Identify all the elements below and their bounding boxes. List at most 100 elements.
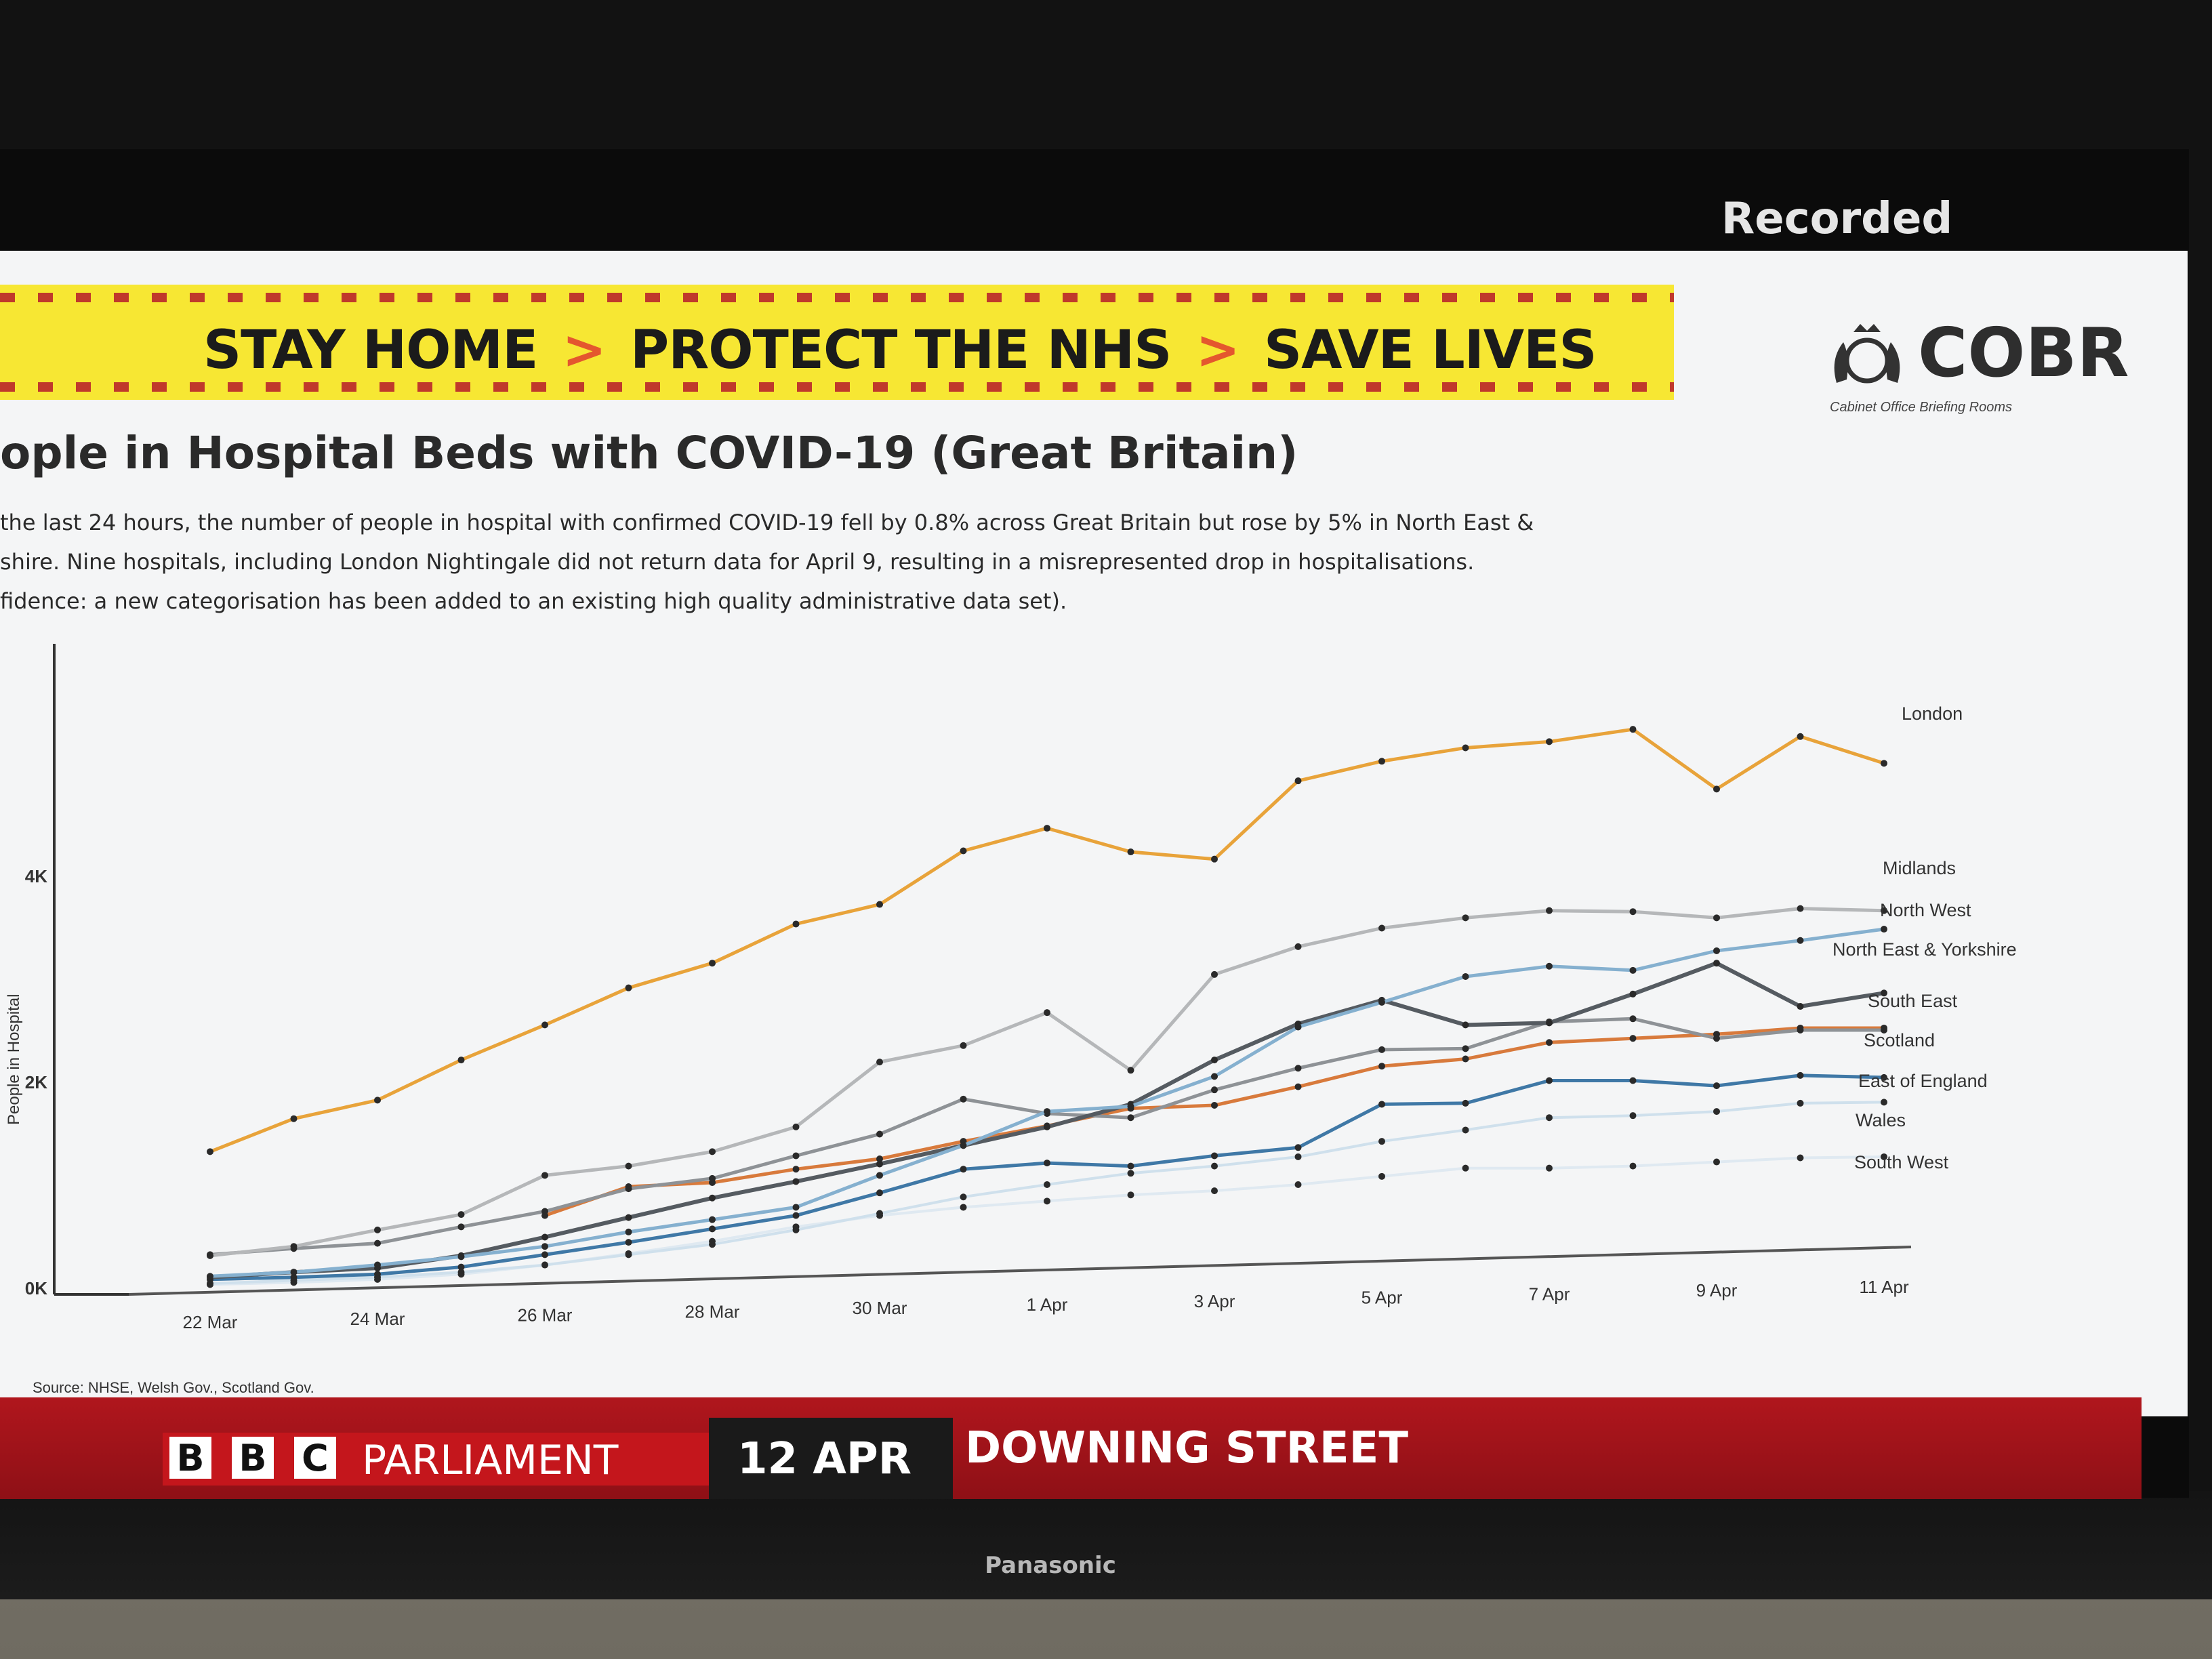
data-point: [1629, 1162, 1637, 1170]
channel-name: PARLIAMENT: [362, 1437, 619, 1484]
data-point: [1546, 1164, 1553, 1172]
data-point: [876, 1130, 883, 1138]
data-point: [1713, 785, 1720, 793]
data-point: [1294, 1065, 1302, 1072]
cobr-subtitle: Cabinet Office Briefing Rooms: [1830, 400, 2013, 415]
data-point: [1546, 1077, 1553, 1084]
data-point: [541, 1243, 548, 1250]
data-point: [1462, 1099, 1469, 1107]
data-point: [792, 1166, 800, 1173]
banner-stripe-bottom: [0, 382, 1674, 392]
data-point: [1629, 1112, 1637, 1120]
data-point: [1378, 1046, 1385, 1053]
series-label: London: [1902, 703, 1963, 724]
data-point: [1629, 1077, 1637, 1084]
data-point: [1127, 1103, 1134, 1110]
data-point: [457, 1263, 465, 1271]
data-point: [1044, 1108, 1050, 1115]
data-point: [1462, 1021, 1469, 1029]
description-line-2: shire. Nine hospitals, including London …: [0, 549, 1475, 575]
data-point: [1211, 1073, 1218, 1080]
cobr-logo-text: COBR: [1918, 313, 2129, 392]
data-point: [1546, 1039, 1553, 1046]
data-point: [1044, 1009, 1050, 1017]
data-point: [1881, 1027, 1887, 1033]
banner-part-stay-home: STAY HOME: [203, 320, 538, 381]
data-point: [1294, 1083, 1302, 1090]
data-point: [207, 1273, 213, 1280]
data-point: [960, 847, 967, 855]
data-point: [1462, 1164, 1469, 1172]
data-point: [1127, 1067, 1134, 1074]
data-point: [1797, 937, 1804, 944]
series-line-london: [209, 727, 1885, 1153]
tv-chin: [0, 1491, 2212, 1599]
data-point: [1546, 738, 1553, 745]
data-point: [792, 920, 800, 928]
data-point: [876, 1210, 883, 1217]
data-point: [876, 901, 883, 908]
data-point: [1211, 970, 1218, 978]
description-line-1: the last 24 hours, the number of people …: [0, 510, 1534, 535]
banner-stripe-top: [0, 293, 1674, 302]
data-point: [290, 1269, 298, 1276]
data-point: [1462, 1055, 1469, 1063]
data-point: [1713, 1158, 1720, 1166]
data-point: [1797, 1027, 1804, 1033]
data-point: [1127, 1162, 1134, 1170]
data-point: [1294, 1181, 1302, 1188]
data-point: [1546, 907, 1553, 914]
data-point: [374, 1261, 381, 1269]
x-tick-label: 28 Mar: [685, 1301, 740, 1322]
y-axis-label: People in Hospital: [5, 994, 23, 1125]
data-point: [1127, 848, 1134, 856]
y-tick-label: 4K: [25, 866, 47, 886]
x-tick-label: 24 Mar: [350, 1309, 405, 1329]
series-label: North East & Yorkshire: [1832, 939, 2017, 960]
data-point: [1044, 1197, 1050, 1205]
data-point: [1546, 1114, 1553, 1122]
banner-part-protect-nhs: PROTECT THE NHS: [630, 320, 1172, 381]
bbc-parliament-ticker: B B C PARLIAMENT 12 APR DOWNING STREET: [0, 1397, 2142, 1499]
x-tick-label: 5 Apr: [1361, 1288, 1403, 1308]
chart-title: ople in Hospital Beds with COVID-19 (Gre…: [0, 427, 1298, 479]
data-point: [1881, 1099, 1887, 1106]
data-point: [1378, 1138, 1385, 1145]
data-point: [792, 1152, 800, 1160]
data-point: [457, 1211, 465, 1218]
data-point: [1629, 990, 1637, 998]
y-tick-label: 2K: [25, 1072, 47, 1092]
data-point: [1127, 1114, 1134, 1122]
source-note: Source: NHSE, Welsh Gov., Scotland Gov.: [33, 1379, 314, 1396]
data-point: [960, 1193, 967, 1201]
data-point: [625, 1239, 632, 1246]
description-line-3: fidence: a new categorisation has been a…: [0, 588, 1067, 614]
data-point: [625, 1185, 632, 1193]
data-point: [1546, 1019, 1553, 1027]
data-point: [1881, 989, 1887, 997]
data-point: [709, 960, 716, 967]
data-point: [709, 1225, 716, 1233]
data-point: [1629, 908, 1637, 916]
data-point: [1294, 777, 1302, 785]
x-tick-label: 3 Apr: [1194, 1291, 1235, 1311]
x-tick-label: 30 Mar: [853, 1298, 907, 1318]
series-line-scotland: [544, 1026, 1884, 1217]
data-point: [1629, 726, 1637, 733]
data-point: [1294, 943, 1302, 950]
x-axis: [128, 1246, 1912, 1296]
data-point: [1546, 962, 1553, 970]
stay-home-banner: STAY HOME > PROTECT THE NHS > SAVE LIVES: [0, 285, 1674, 400]
chart-description: the last 24 hours, the number of people …: [0, 503, 1534, 621]
x-tick-label: 9 Apr: [1696, 1280, 1738, 1300]
series-label: East of England: [1858, 1071, 1988, 1091]
data-point: [207, 1148, 213, 1155]
data-point: [1713, 960, 1720, 967]
series-line-south-east: [209, 1017, 1884, 1256]
data-point: [960, 1166, 967, 1173]
data-point: [709, 1216, 716, 1223]
data-point: [625, 1214, 632, 1221]
data-point: [1797, 733, 1804, 740]
ticker-date: 12 APR: [737, 1434, 912, 1484]
series-label: Scotland: [1864, 1030, 1935, 1050]
